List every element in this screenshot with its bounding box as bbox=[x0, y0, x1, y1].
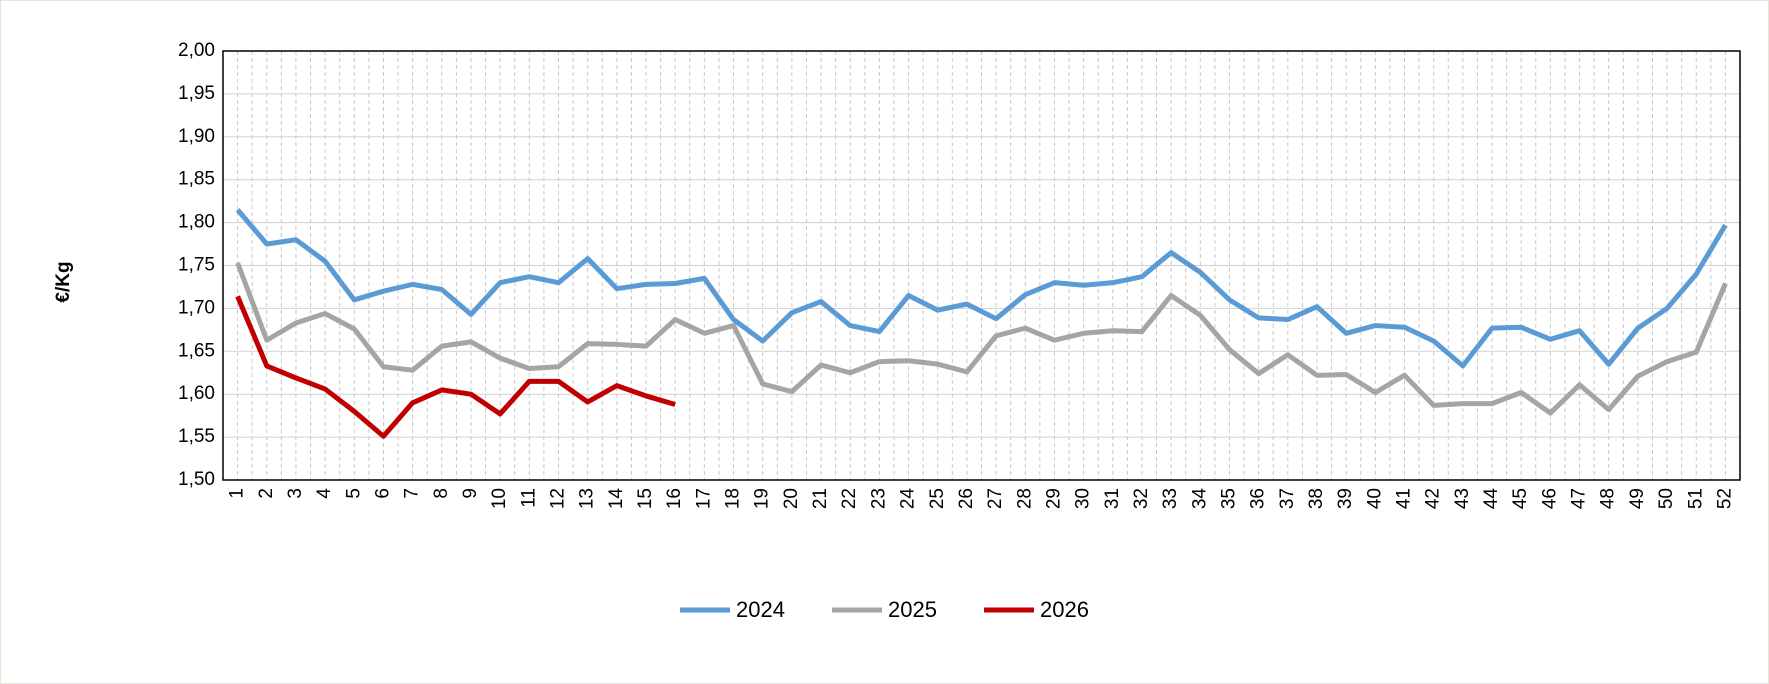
x-tick-label: 42 bbox=[1423, 488, 1444, 509]
x-tick-label: 2 bbox=[256, 488, 277, 499]
y-tick-label: 1,90 bbox=[178, 126, 215, 147]
x-tick-label: 11 bbox=[518, 488, 539, 508]
x-tick-label: 14 bbox=[606, 488, 627, 510]
series-line bbox=[235, 208, 1728, 369]
y-tick-label: 2,00 bbox=[178, 40, 215, 61]
y-tick-label: 1,85 bbox=[178, 169, 215, 190]
x-tick-label: 38 bbox=[1306, 488, 1327, 509]
x-tick-label: 33 bbox=[1160, 488, 1181, 509]
x-tick-label: 6 bbox=[372, 488, 393, 499]
y-axis-label: €/Kg bbox=[53, 261, 74, 302]
x-tick-label: 44 bbox=[1481, 488, 1502, 510]
x-tick-label: 28 bbox=[1014, 488, 1035, 509]
x-tick-label: 22 bbox=[839, 488, 860, 509]
y-tick-label: 1,75 bbox=[178, 255, 215, 276]
x-tick-label: 16 bbox=[664, 488, 685, 509]
plot-frame bbox=[222, 50, 1741, 481]
series-line bbox=[235, 262, 1728, 416]
x-tick-label: 39 bbox=[1335, 488, 1356, 509]
x-tick-label: 17 bbox=[693, 488, 714, 509]
x-tick-label: 49 bbox=[1627, 488, 1648, 509]
x-tick-label: 45 bbox=[1510, 488, 1531, 509]
x-tick-label: 4 bbox=[314, 488, 335, 499]
x-tick-label: 43 bbox=[1452, 488, 1473, 509]
x-tick-label: 7 bbox=[402, 488, 423, 499]
x-tick-label: 1 bbox=[227, 488, 248, 499]
x-tick-label: 46 bbox=[1539, 488, 1560, 509]
x-tick-label: 9 bbox=[460, 488, 481, 499]
legend-label: 2026 bbox=[1040, 597, 1089, 622]
y-tick-label: 1,80 bbox=[178, 212, 215, 233]
x-tick-label: 19 bbox=[752, 488, 773, 509]
x-tick-label: 52 bbox=[1714, 488, 1735, 509]
legend-label: 2024 bbox=[736, 597, 785, 622]
x-tick-label: 10 bbox=[489, 488, 510, 509]
x-tick-label: 3 bbox=[285, 488, 306, 499]
x-tick-label: 36 bbox=[1248, 488, 1269, 509]
x-tick-label: 51 bbox=[1685, 488, 1706, 509]
y-tick-label: 1,55 bbox=[178, 426, 215, 447]
x-tick-label: 5 bbox=[343, 488, 364, 499]
y-tick-label: 1,60 bbox=[178, 383, 215, 404]
x-tick-label: 12 bbox=[548, 488, 569, 509]
x-tick-label: 50 bbox=[1656, 488, 1677, 509]
x-tick-label: 8 bbox=[431, 488, 452, 499]
x-tick-label: 29 bbox=[1043, 488, 1064, 509]
x-tick-label: 47 bbox=[1569, 488, 1590, 509]
y-tick-label: 1,65 bbox=[178, 340, 215, 361]
y-tick-label: 1,50 bbox=[178, 469, 215, 490]
x-tick-label: 18 bbox=[723, 488, 744, 509]
x-tick-label: 31 bbox=[1102, 488, 1123, 509]
x-tick-label: 32 bbox=[1131, 488, 1152, 509]
y-tick-label: 1,95 bbox=[178, 83, 215, 104]
legend-label: 2025 bbox=[888, 597, 937, 622]
series-line bbox=[235, 295, 676, 439]
x-tick-label: 27 bbox=[985, 488, 1006, 509]
x-tick-label: 15 bbox=[635, 488, 656, 509]
x-tick-label: 13 bbox=[577, 488, 598, 509]
y-tick-label: 1,70 bbox=[178, 297, 215, 318]
x-tick-label: 34 bbox=[1189, 488, 1210, 510]
x-tick-label: 40 bbox=[1364, 488, 1385, 509]
x-tick-label: 41 bbox=[1394, 488, 1415, 509]
x-tick-label: 21 bbox=[810, 488, 831, 509]
x-tick-label: 25 bbox=[927, 488, 948, 509]
x-tick-label: 35 bbox=[1218, 488, 1239, 509]
x-tick-label: 37 bbox=[1277, 488, 1298, 509]
x-tick-label: 30 bbox=[1073, 488, 1094, 509]
x-tick-label: 24 bbox=[898, 488, 919, 510]
x-tick-label: 48 bbox=[1598, 488, 1619, 509]
x-tick-label: 23 bbox=[868, 488, 889, 509]
x-tick-label: 26 bbox=[956, 488, 977, 509]
x-tick-label: 20 bbox=[781, 488, 802, 509]
